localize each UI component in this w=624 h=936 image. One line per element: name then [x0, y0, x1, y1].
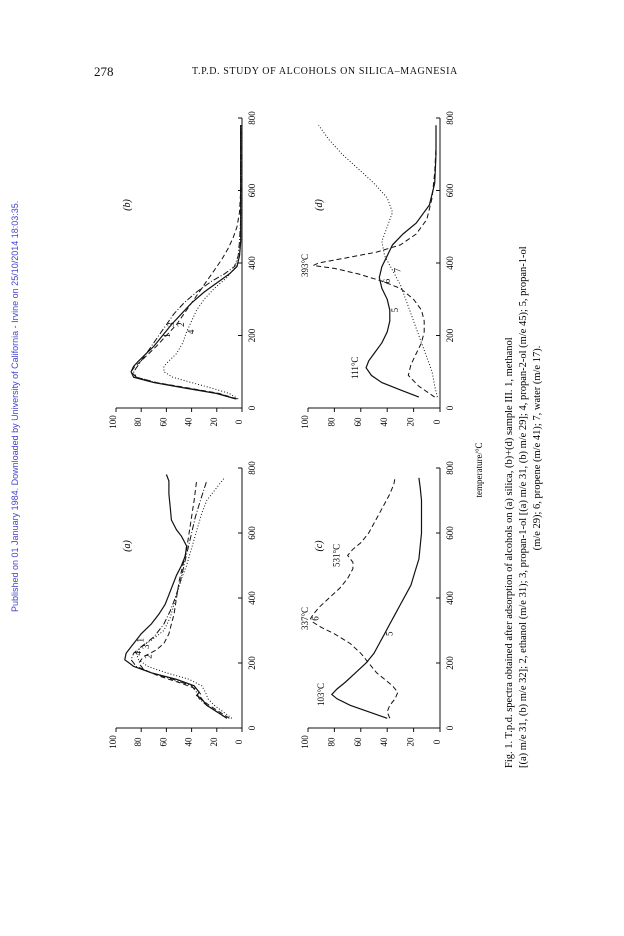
chart-panel-a: 0 200 400 600 800 0 20 40 60 80 100 (a) 1 2 3 4	[108, 461, 257, 749]
annotation-label: 3	[141, 644, 151, 649]
x-tick-label: 800	[247, 461, 257, 475]
y-tick-label: 100	[108, 415, 118, 429]
y-tick-label: 40	[379, 737, 389, 747]
series-line-6	[311, 125, 437, 398]
x-tick-label: 0	[247, 405, 257, 410]
series-line-5	[365, 125, 437, 398]
annotation-label: 393°C	[300, 254, 310, 277]
y-tick-label: 60	[353, 417, 363, 427]
annotation-label: 103°C	[316, 683, 326, 706]
x-tick-label: 200	[445, 328, 455, 342]
y-tick-label: 80	[133, 737, 143, 747]
annotation-label: 1	[162, 333, 172, 338]
annotation-label: 7	[392, 268, 402, 273]
x-tick-label: 600	[247, 526, 257, 540]
y-tick-label: 0	[234, 739, 244, 744]
x-tick-label: 800	[247, 111, 257, 125]
panel-label: (a)	[122, 540, 133, 552]
series-line-4	[130, 480, 228, 719]
download-watermark: Published on 01 January 1984. Downloaded…	[10, 200, 20, 612]
annotation-label: 4	[133, 651, 143, 656]
y-tick-label: 100	[300, 735, 310, 749]
figure-caption: Fig. 1. T.p.d. spectra obtained after ad…	[504, 246, 543, 768]
annotation-label: 6	[311, 616, 321, 621]
y-tick-label: 60	[158, 417, 168, 427]
x-tick-label: 400	[247, 256, 257, 270]
x-tick-label: 0	[247, 725, 257, 730]
caption-line-1: Fig. 1. T.p.d. spectra obtained after ad…	[504, 337, 515, 768]
x-tick-label: 400	[445, 256, 455, 270]
annotation-label: 6	[382, 278, 392, 283]
annotation-label: 1	[136, 638, 146, 643]
y-tick-label: 80	[326, 737, 336, 747]
x-tick-label: 600	[247, 183, 257, 197]
y-tick-label: 40	[184, 417, 194, 427]
annotation-label: 111°C	[350, 357, 360, 379]
shared-x-axis-label: temperature/°C	[474, 442, 484, 497]
panel-label: (d)	[314, 199, 325, 211]
series-line-3	[135, 477, 233, 719]
x-tick-label: 400	[247, 591, 257, 605]
chart-panel-c: 0 200 400 600 800 0 20 40 60 80 100 (c) 5 6 103°C 337°C…	[300, 461, 455, 749]
y-tick-label: 0	[432, 419, 442, 424]
annotation-label: 5	[390, 307, 400, 312]
series-line-2	[138, 480, 230, 719]
annotation-label: 4	[186, 329, 196, 334]
annotation-label: 5	[385, 631, 395, 636]
series-line-2	[130, 125, 242, 400]
y-tick-label: 60	[158, 737, 168, 747]
chart-panel-d: 0 200 400 600 800 0 20 40 60 80 100 (d) 5 67 111°C 393°…	[300, 111, 455, 429]
panel-label: (b)	[122, 199, 133, 211]
series-line-1	[130, 125, 242, 400]
x-tick-label: 0	[445, 725, 455, 730]
series-line-5	[330, 477, 423, 719]
x-tick-label: 600	[445, 526, 455, 540]
x-tick-label: 800	[445, 111, 455, 125]
caption-line-2: [(a) m/e 31, (b) m/e 32]; 2, ethanol (m/…	[518, 246, 529, 768]
x-tick-label: 0	[445, 405, 455, 410]
y-tick-label: 40	[184, 737, 194, 747]
x-tick-label: 200	[445, 656, 455, 670]
chart-panel-b: 0 200 400 600 800 0 20 40 60 80 100 (b) 1 23 4	[108, 111, 257, 429]
series-line-6	[309, 477, 399, 719]
y-tick-label: 40	[379, 417, 389, 427]
series-line-4	[163, 125, 242, 400]
x-tick-label: 800	[445, 461, 455, 475]
figure-1-graphic: 0200400600800020406080100(a)123402004006…	[108, 111, 543, 768]
y-tick-label: 0	[234, 419, 244, 424]
caption-line-3: (m/e 29); 6, propene (m/e 41); 7, water …	[532, 346, 543, 551]
y-tick-label: 0	[432, 739, 442, 744]
x-tick-label: 200	[247, 328, 257, 342]
y-tick-label: 100	[108, 735, 118, 749]
annotation-label: 2	[143, 654, 153, 659]
series-line-7	[318, 125, 438, 398]
annotation-label: 2	[176, 322, 186, 327]
page-number: 278	[94, 64, 114, 79]
x-tick-label: 200	[247, 656, 257, 670]
y-tick-label: 80	[326, 417, 336, 427]
y-tick-label: 60	[353, 737, 363, 747]
annotation-label: 3	[166, 322, 176, 327]
annotation-label: 531°C	[332, 544, 342, 567]
panel-label: (c)	[314, 540, 325, 552]
y-tick-label: 20	[406, 417, 416, 427]
y-tick-label: 20	[209, 737, 219, 747]
series-line-3	[133, 125, 242, 400]
y-tick-label: 80	[133, 417, 143, 427]
figure-1: 0 200 400 600 800 0 20 40 60 80 100 (a) 1 2 3 4 0 200 400 6…	[86, 108, 546, 778]
y-tick-label: 20	[209, 417, 219, 427]
y-tick-label: 100	[300, 415, 310, 429]
x-tick-label: 400	[445, 591, 455, 605]
x-tick-label: 600	[445, 183, 455, 197]
annotation-label: 337°C	[300, 607, 310, 630]
running-head: T.P.D. STUDY OF ALCOHOLS ON SILICA–MAGNE…	[192, 66, 458, 77]
y-tick-label: 20	[406, 737, 416, 747]
figure-panels: 0200400600800020406080100(a)123402004006…	[108, 111, 455, 749]
